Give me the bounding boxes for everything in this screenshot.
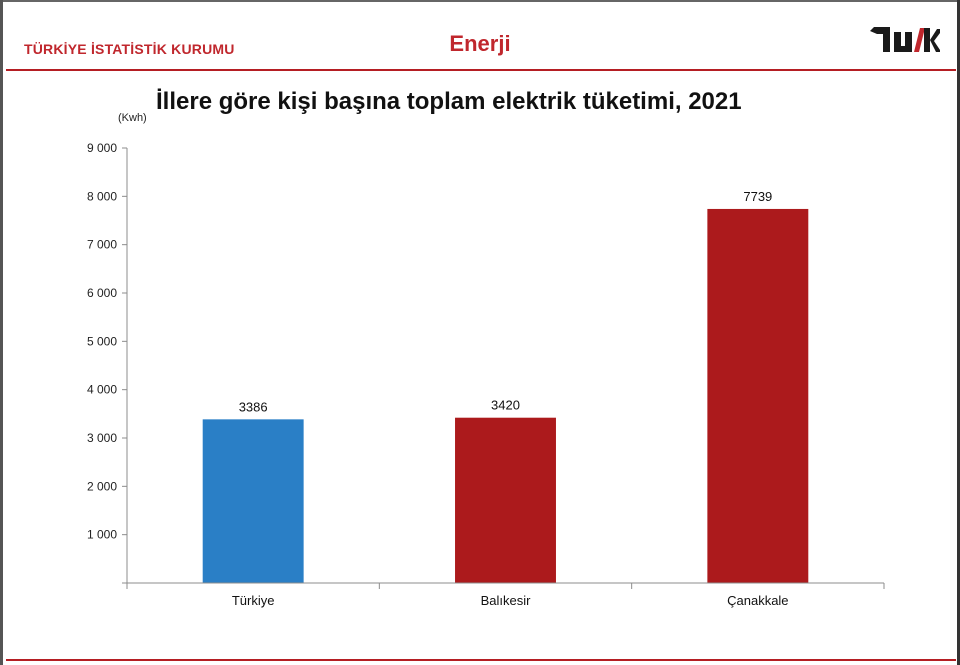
bar (202, 419, 304, 583)
organization-name: TÜRKİYE İSTATİSTİK KURUMU (24, 41, 235, 57)
footer-divider (6, 659, 956, 661)
chart-title: İllere göre kişi başına toplam elektrik … (156, 88, 742, 115)
y-tick-label: 2 000 (87, 479, 117, 493)
window-top-border (0, 0, 960, 2)
data-label: 3386 (239, 399, 268, 414)
header-divider (6, 69, 956, 71)
y-tick-label: 9 000 (87, 141, 117, 155)
window-right-border (957, 0, 960, 665)
x-tick-label: Türkiye (232, 593, 275, 608)
bar (455, 417, 556, 583)
section-title: Enerji (449, 31, 511, 56)
tuik-logo (868, 22, 940, 61)
bar (707, 208, 809, 583)
y-tick-label: 5 000 (87, 334, 117, 348)
y-tick-label: 6 000 (87, 286, 117, 300)
x-tick-label: Balıkesir (481, 593, 532, 608)
y-axis-unit: (Kwh) (118, 112, 147, 124)
tuik-logo-mark (870, 27, 940, 52)
window-left-border (0, 0, 3, 665)
y-tick-label: 1 000 (87, 528, 117, 542)
y-tick-label: 4 000 (87, 383, 117, 397)
data-label: 3420 (491, 398, 520, 413)
y-tick-label: 8 000 (87, 189, 117, 203)
y-tick-label: 3 000 (87, 431, 117, 445)
x-tick-label: Çanakkale (727, 593, 788, 608)
y-tick-label: 7 000 (87, 238, 117, 252)
data-label: 7739 (743, 189, 772, 204)
